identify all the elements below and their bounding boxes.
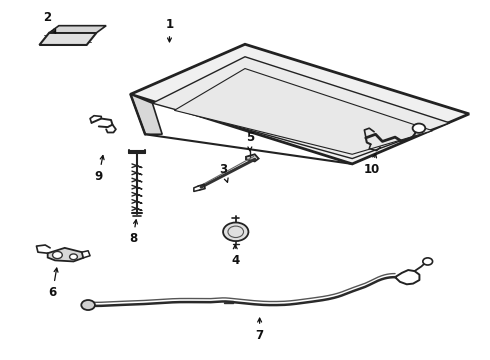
Circle shape	[70, 254, 77, 260]
Text: 3: 3	[219, 163, 228, 182]
Text: 1: 1	[166, 18, 173, 42]
Circle shape	[223, 222, 248, 241]
Polygon shape	[49, 26, 106, 33]
Polygon shape	[174, 68, 433, 154]
Polygon shape	[130, 94, 162, 134]
Polygon shape	[39, 33, 97, 45]
Text: 6: 6	[49, 268, 58, 299]
Text: 4: 4	[231, 245, 240, 267]
Text: 8: 8	[129, 220, 137, 246]
Text: 2: 2	[44, 11, 55, 33]
Polygon shape	[246, 154, 259, 161]
Circle shape	[423, 258, 433, 265]
Text: 10: 10	[364, 154, 380, 176]
Text: 5: 5	[246, 131, 254, 151]
Polygon shape	[48, 248, 83, 261]
Circle shape	[52, 251, 62, 258]
Polygon shape	[152, 57, 450, 158]
Text: 7: 7	[256, 318, 264, 342]
Circle shape	[81, 300, 95, 310]
Polygon shape	[130, 44, 469, 164]
Circle shape	[413, 123, 425, 133]
Text: 9: 9	[95, 156, 104, 183]
